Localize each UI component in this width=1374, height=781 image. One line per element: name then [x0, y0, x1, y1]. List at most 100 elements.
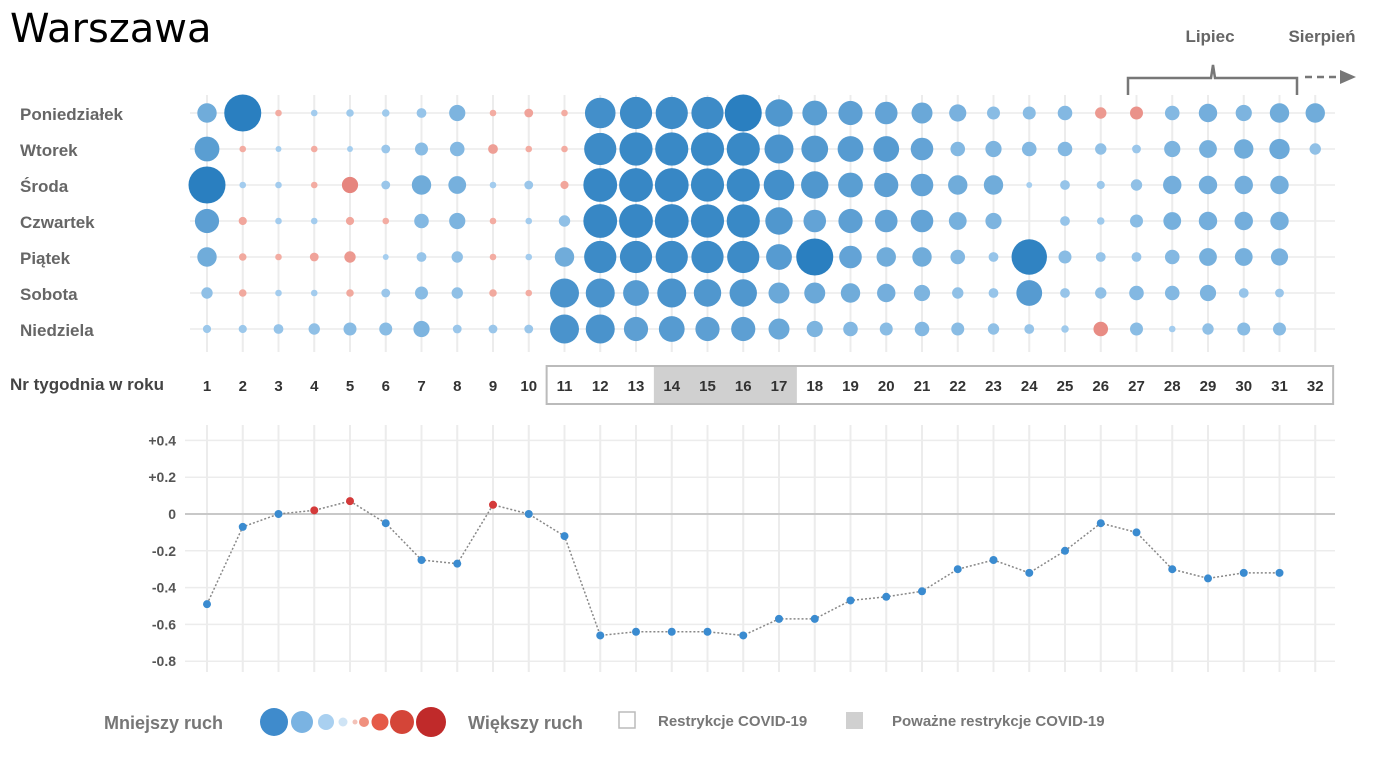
legend-more-label: Większy ruch	[468, 713, 583, 733]
week-tick: 8	[453, 378, 461, 395]
bubble	[525, 289, 533, 297]
bubble	[1095, 252, 1106, 262]
bubble	[381, 144, 391, 154]
bubble	[1022, 106, 1036, 120]
bubble	[449, 212, 466, 230]
severe-restriction-band	[653, 366, 797, 404]
series-point	[739, 631, 748, 640]
bubble	[951, 322, 965, 336]
bubble	[224, 94, 262, 132]
bubble	[524, 324, 534, 334]
bubble	[415, 286, 428, 300]
line-chart: +0.4 +0.2 0 -0.2 -0.4 -0.6 -0.8	[148, 432, 1335, 669]
bubble	[654, 204, 689, 238]
week-tick: 22	[949, 378, 966, 395]
week-tick: 13	[628, 378, 645, 395]
bubble	[874, 209, 898, 233]
legend-bubble	[359, 717, 369, 727]
bubble	[801, 171, 829, 199]
bubble	[525, 145, 533, 153]
bubble	[950, 249, 966, 265]
legend-bubble	[291, 711, 313, 733]
bubble	[489, 217, 497, 225]
row-label: Poniedziałek	[20, 105, 124, 124]
y-tick: +0.2	[148, 469, 176, 485]
bubble	[381, 180, 391, 190]
bubble	[188, 166, 226, 204]
bubble	[451, 287, 463, 299]
bubble	[726, 132, 760, 166]
row-label: Czwartek	[20, 213, 95, 232]
bubble	[690, 132, 725, 166]
week-tick: 4	[310, 378, 319, 395]
bubble	[488, 144, 498, 154]
legend-bubble	[371, 713, 389, 731]
legend-bubble	[318, 714, 334, 730]
bubble	[416, 108, 427, 118]
week-tick: 17	[771, 378, 788, 395]
bubble	[726, 204, 760, 238]
bubble	[275, 289, 282, 297]
legend-bubble	[338, 717, 348, 727]
bubble	[765, 99, 793, 127]
bubble	[763, 169, 795, 201]
bubble	[658, 316, 685, 342]
bubble	[489, 109, 497, 117]
week-tick: 20	[878, 378, 895, 395]
bubble	[838, 172, 863, 198]
series-point	[1275, 568, 1284, 577]
bubble	[1234, 211, 1253, 231]
bubble	[768, 318, 790, 340]
series-point	[524, 510, 533, 518]
bubble	[347, 146, 353, 152]
bubble	[1060, 288, 1070, 298]
series-point	[238, 522, 247, 531]
row-label: Środa	[20, 177, 69, 196]
week-tick: 21	[914, 378, 931, 395]
bubble	[1058, 250, 1072, 264]
series-point	[310, 506, 319, 515]
week-tick: 14	[663, 378, 680, 395]
bubble	[655, 96, 688, 130]
page-title: Warszawa	[10, 6, 212, 52]
month-annotation: Lipiec Sierpień	[1126, 27, 1356, 95]
bubble	[310, 109, 318, 117]
bubble	[194, 208, 220, 234]
bubble	[197, 103, 217, 123]
bubble	[1130, 179, 1143, 191]
bubble	[310, 181, 318, 189]
bubble	[489, 181, 497, 189]
month-label: Lipiec	[1185, 27, 1234, 46]
series-point	[1239, 568, 1248, 577]
week-tick: 6	[382, 378, 390, 395]
week-tick: 15	[699, 378, 716, 395]
bubble	[310, 289, 318, 297]
bubble	[583, 204, 618, 238]
row-labels: Poniedziałek Wtorek Środa Czwartek Piątek Sob…	[20, 105, 124, 340]
bubble	[238, 289, 247, 297]
bubble	[837, 136, 864, 162]
series-point	[274, 510, 283, 518]
week-tick: 30	[1235, 378, 1252, 395]
bubble	[525, 253, 533, 261]
week-tick: 10	[520, 378, 537, 395]
bubble	[1163, 175, 1182, 195]
bubble	[874, 172, 899, 198]
bubble	[1131, 252, 1142, 262]
bubble	[1164, 249, 1180, 265]
bubble	[1269, 138, 1290, 160]
bubble	[690, 168, 725, 202]
series-point	[846, 596, 855, 605]
series-point	[560, 532, 569, 541]
bubble	[1269, 103, 1290, 123]
y-tick: -0.6	[152, 616, 176, 632]
series-point	[381, 519, 390, 528]
week-tick: 31	[1271, 378, 1288, 395]
week-tick: 19	[842, 378, 859, 395]
bubble	[950, 141, 966, 157]
week-tick: 3	[274, 378, 282, 395]
bubble	[239, 145, 247, 153]
bubble	[693, 279, 722, 307]
week-tick: 18	[806, 378, 823, 395]
